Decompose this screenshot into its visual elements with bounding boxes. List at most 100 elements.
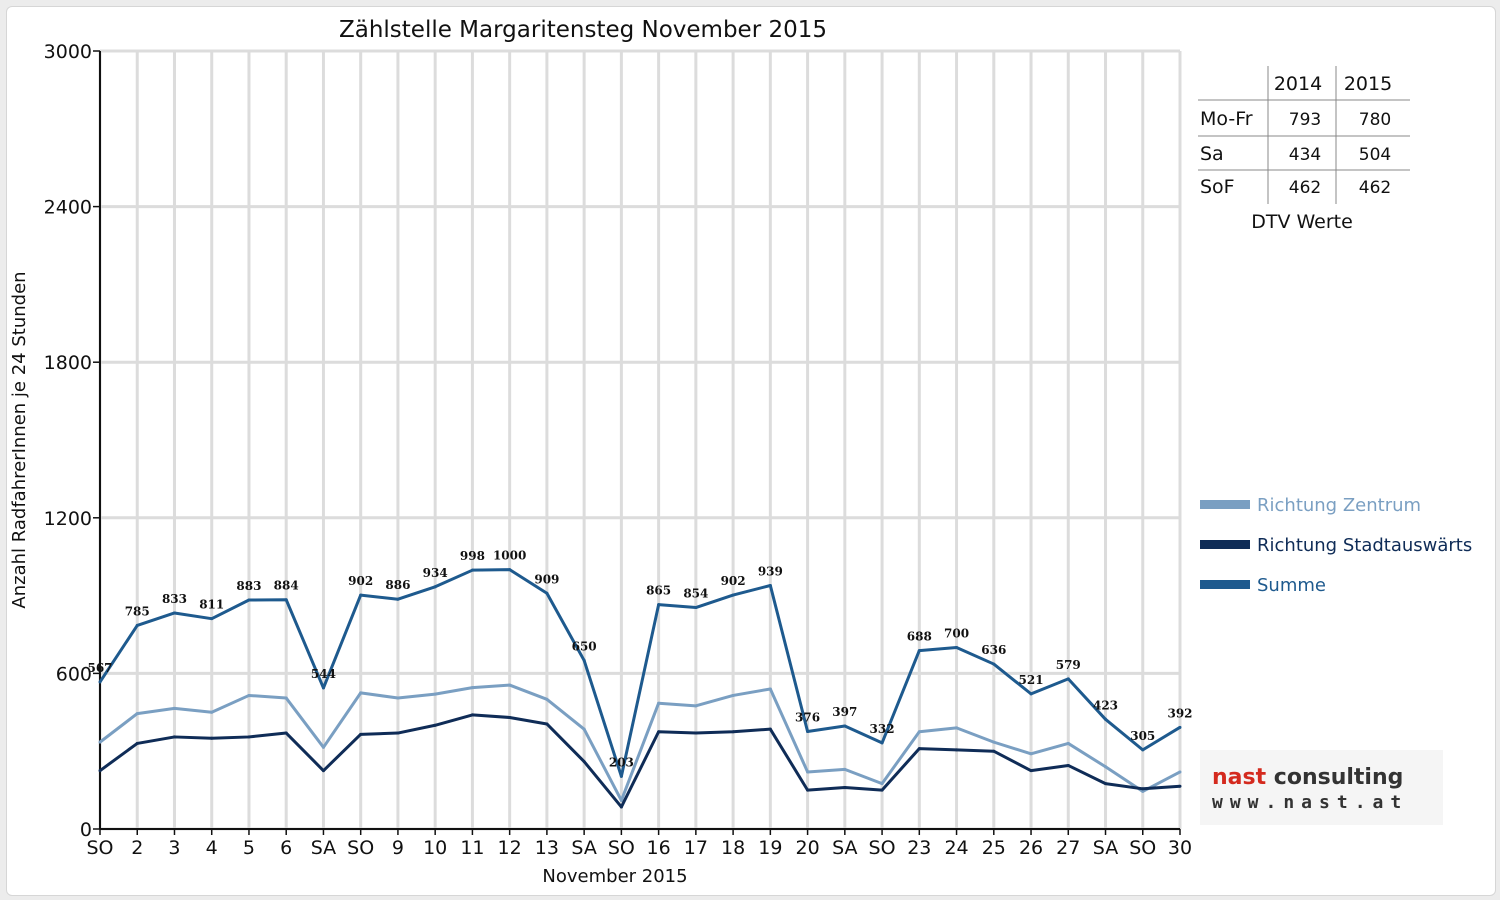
data-label: 700: [944, 626, 969, 640]
data-labels: 567 785 833 811 883 884 544 902 886 934 998 1000 909…: [87, 549, 1192, 770]
data-point: [880, 741, 884, 745]
data-label: 865: [646, 584, 671, 598]
data-point: [619, 774, 623, 778]
data-point: [172, 611, 176, 615]
x-tick-label: 24: [944, 837, 968, 859]
data-label: 567: [87, 661, 112, 675]
data-label: 833: [162, 592, 187, 606]
data-label: 934: [423, 566, 448, 580]
data-point: [396, 696, 400, 700]
data-label: 854: [683, 587, 708, 601]
table-header-2015: 2015: [1344, 73, 1392, 95]
data-point: [1141, 748, 1145, 752]
table-row-label: SoF: [1200, 176, 1235, 198]
data-point: [1066, 763, 1070, 767]
x-tick-label: SO: [608, 837, 635, 859]
data-label: 688: [907, 630, 932, 644]
x-tick-label: 18: [721, 837, 745, 859]
chart-frame: [6, 6, 1496, 896]
legend: Richtung Zentrum Richtung Stadtauswärts Su…: [1200, 495, 1472, 596]
data-point: [657, 701, 661, 705]
y-axis-title: Anzahl RadfahrerInnen je 24 Stunden: [9, 271, 30, 608]
data-label: 392: [1167, 706, 1192, 720]
data-point: [1104, 782, 1108, 786]
x-tick-label: 26: [1019, 837, 1043, 859]
data-point: [582, 760, 586, 764]
x-tick-label: 23: [907, 837, 931, 859]
data-point: [582, 658, 586, 662]
data-point: [1178, 770, 1182, 774]
x-tick-label: SA: [311, 837, 336, 859]
data-point: [359, 691, 363, 695]
x-tick-label: SO: [347, 837, 374, 859]
x-axis-title: November 2015: [542, 866, 687, 887]
x-tick-label: 13: [535, 837, 559, 859]
table-cell: 504: [1359, 145, 1391, 165]
data-point: [545, 697, 549, 701]
data-point: [582, 727, 586, 731]
data-point: [768, 727, 772, 731]
data-point: [135, 623, 139, 627]
table-cell: 434: [1289, 145, 1321, 165]
x-tick-label: 11: [460, 837, 484, 859]
data-point: [98, 680, 102, 684]
table-row-label: Sa: [1200, 143, 1224, 165]
table-cell: 462: [1359, 178, 1391, 198]
dtv-table: 2014 2015 Mo-Fr 793 780 Sa 434 504 SoF 4…: [1198, 66, 1410, 233]
x-tick-label: 6: [280, 837, 292, 859]
data-point: [1029, 692, 1033, 696]
data-point: [135, 741, 139, 745]
data-label: 886: [385, 578, 410, 592]
logo-url: www.nast.at: [1212, 792, 1408, 813]
data-label: 203: [609, 755, 634, 769]
data-point: [284, 696, 288, 700]
data-point: [1178, 725, 1182, 729]
data-point: [992, 740, 996, 744]
data-point: [1104, 765, 1108, 769]
data-point: [210, 617, 214, 621]
data-point: [135, 712, 139, 716]
data-label: 883: [236, 579, 261, 593]
data-point: [768, 583, 772, 587]
data-point: [284, 731, 288, 735]
logo-box: [1200, 750, 1443, 825]
y-tick-label: 2400: [44, 197, 92, 219]
x-tick-label: SA: [571, 837, 596, 859]
data-point: [98, 740, 102, 744]
data-point: [992, 662, 996, 666]
data-point: [470, 568, 474, 572]
table-header-2014: 2014: [1274, 73, 1322, 95]
legend-label: Richtung Stadtauswärts: [1257, 535, 1472, 556]
logo-wordmark: nast consulting: [1212, 765, 1403, 790]
chart-title: Zählstelle Margaritensteg November 2015: [339, 17, 827, 43]
data-label: 811: [199, 598, 224, 612]
data-point: [1029, 769, 1033, 773]
data-point: [806, 729, 810, 733]
x-tick-label: 17: [684, 837, 708, 859]
data-point: [1141, 787, 1145, 791]
data-point: [321, 769, 325, 773]
data-point: [917, 649, 921, 653]
data-point: [321, 686, 325, 690]
data-label: 305: [1130, 729, 1155, 743]
x-tick-label: SO: [869, 837, 896, 859]
data-point: [359, 732, 363, 736]
data-point: [396, 597, 400, 601]
data-point: [470, 686, 474, 690]
data-point: [843, 786, 847, 790]
data-point: [545, 722, 549, 726]
legend-label: Richtung Zentrum: [1257, 495, 1421, 516]
series-line: [99, 683, 1181, 802]
x-tick-label: 20: [795, 837, 819, 859]
x-tick-label: 25: [982, 837, 1006, 859]
data-point: [433, 692, 437, 696]
data-point: [806, 788, 810, 792]
data-point: [880, 782, 884, 786]
data-label: 544: [311, 667, 336, 681]
data-point: [657, 730, 661, 734]
data-point: [1066, 741, 1070, 745]
data-label: 423: [1093, 698, 1118, 712]
data-point: [508, 715, 512, 719]
data-point: [545, 591, 549, 595]
